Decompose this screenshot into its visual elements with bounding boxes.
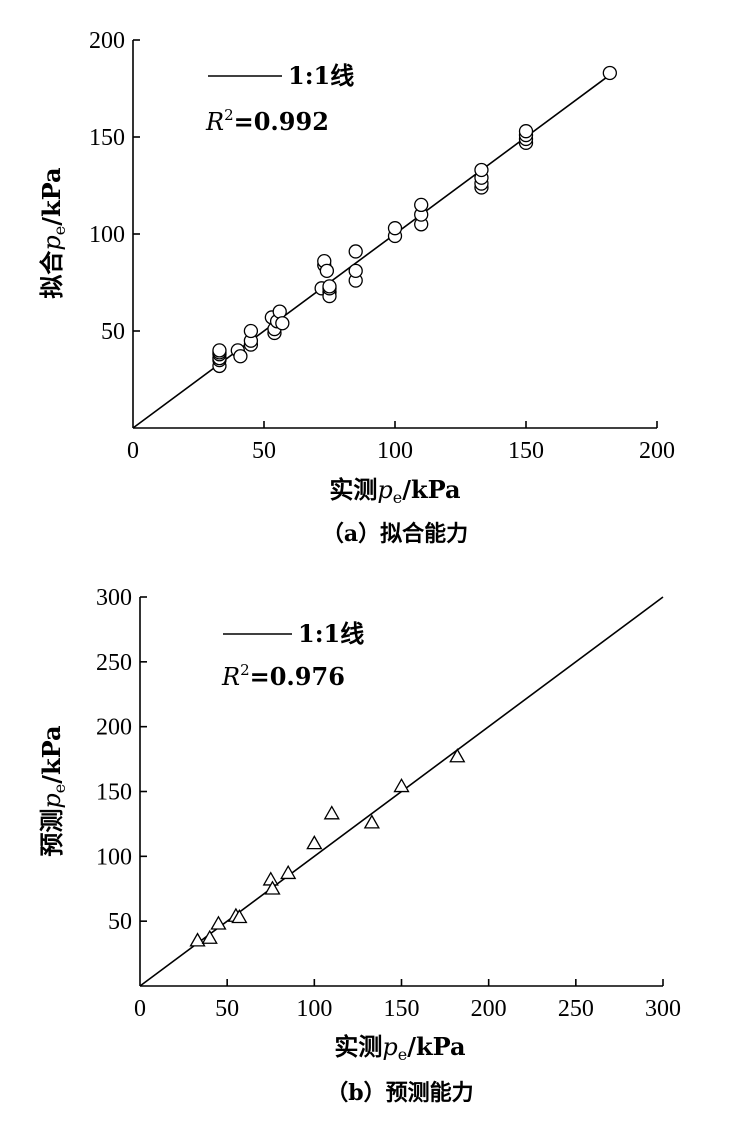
- panel-b-data-point: [231, 908, 248, 924]
- panel-b-data-point: [363, 814, 380, 829]
- panel-b-x-tick-label: 150: [384, 996, 420, 1022]
- panel-a-data-point: [414, 197, 429, 213]
- panel-b-y-label-symbol: p: [38, 793, 66, 808]
- panel-b-y-tick-label: 200: [96, 715, 132, 741]
- panel-a-legend: 1:1线 R2=0.992: [205, 61, 354, 136]
- panel-b-y-label: 预测pe/kPa: [37, 725, 69, 856]
- panel-a-data-point: [518, 124, 534, 139]
- panel-a-data-point: [602, 65, 617, 81]
- panel-a-x-label-symbol: p: [377, 476, 392, 504]
- panel-b-x-tick-label: 200: [471, 996, 507, 1022]
- panel-a-data-point: [319, 263, 335, 279]
- panel-b: 0 50 100 150 200 250 300 50 100 150 200 250 300 1:1线…: [37, 585, 681, 1106]
- panel-a-data-point: [348, 263, 363, 279]
- panel-b-data-point: [189, 932, 206, 947]
- panel-b-data-point: [449, 748, 466, 763]
- panel-b-y-tick-label: 150: [96, 780, 132, 806]
- panel-b-y-label-suffix: /kPa: [37, 725, 66, 783]
- panel-a-data-point: [348, 244, 363, 259]
- panel-a-y-tick-label: 50: [101, 319, 125, 345]
- panel-b-r2-symbol: R: [221, 663, 240, 691]
- panel-a-data-point: [474, 162, 489, 178]
- panel-b-y-label-prefix: 预测: [37, 809, 66, 857]
- panel-b-x-tick-label: 250: [558, 996, 594, 1022]
- panel-a-data-point: [233, 349, 248, 364]
- panel-b-data-point: [264, 880, 281, 895]
- panel-a-r2-label: R2=0.992: [205, 106, 329, 136]
- panel-a-data-point: [322, 279, 337, 294]
- panel-b-points: [189, 748, 466, 947]
- panel-a: 0 50 100 150 200 50 100 150 200 1:1线 R2=0.992 实测…: [37, 28, 675, 547]
- panel-b-x-label-symbol: p: [382, 1033, 397, 1061]
- panel-a-y-label-suffix: /kPa: [37, 167, 66, 225]
- panel-b-legend-label: 1:1线: [298, 619, 364, 648]
- panel-b-r2-value: =0.976: [250, 662, 345, 691]
- panel-a-x-label: 实测pe/kPa: [329, 475, 460, 507]
- panel-b-caption: （b）预测能力: [326, 1080, 473, 1106]
- panel-a-y-tick-label: 200: [89, 28, 125, 54]
- panel-a-x-tick-label: 50: [252, 438, 276, 464]
- panel-b-data-point: [323, 805, 340, 820]
- panel-a-x-tick-label: 150: [508, 438, 544, 464]
- panel-b-x-tick-label: 0: [134, 996, 146, 1022]
- panel-a-y-tick-label: 150: [89, 125, 125, 151]
- panel-a-x-tick-label: 0: [127, 438, 139, 464]
- panel-a-x-label-prefix: 实测: [329, 475, 377, 504]
- panel-b-r2-superscript: 2: [240, 661, 250, 679]
- panel-b-data-point: [210, 915, 227, 930]
- panel-a-x-label-subscript: e: [393, 488, 402, 507]
- panel-a-x-label-suffix: /kPa: [402, 475, 460, 504]
- panel-a-r2-value: =0.992: [234, 107, 329, 136]
- panel-a-points: [212, 65, 617, 374]
- panel-a-caption: （a）拟合能力: [322, 521, 468, 547]
- panel-a-r2-symbol: R: [205, 108, 224, 136]
- panel-b-x-label-prefix: 实测: [334, 1032, 382, 1061]
- panel-a-data-point: [387, 221, 403, 236]
- panel-b-ticks: 0 50 100 150 200 250 300 50 100 150 200 250 300: [96, 585, 681, 1022]
- panel-b-y-tick-label: 250: [96, 650, 132, 676]
- panel-a-y-label: 拟合pe/kPa: [37, 167, 69, 298]
- panel-a-data-point: [243, 323, 259, 339]
- panel-a-y-label-symbol: p: [38, 235, 66, 250]
- panel-b-r2-label: R2=0.976: [221, 661, 345, 691]
- panel-a-x-tick-label: 200: [639, 438, 675, 464]
- panel-b-x-tick-label: 100: [296, 996, 332, 1022]
- panel-b-y-tick-label: 50: [108, 909, 132, 935]
- panel-a-data-point: [275, 316, 290, 331]
- panel-a-ticks: 0 50 100 150 200 50 100 150 200: [89, 28, 675, 464]
- panel-b-x-tick-label: 50: [215, 996, 239, 1022]
- panel-a-y-label-subscript: e: [50, 226, 69, 235]
- panel-a-r2-superscript: 2: [224, 106, 234, 124]
- panel-a-legend-label: 1:1线: [288, 61, 354, 90]
- panel-b-y-tick-label: 300: [96, 585, 132, 611]
- panel-b-data-point: [306, 835, 323, 850]
- panel-b-x-label-suffix: /kPa: [407, 1032, 465, 1061]
- panel-b-x-label: 实测pe/kPa: [334, 1032, 465, 1064]
- panel-a-y-tick-label: 100: [89, 222, 125, 248]
- panel-b-legend: 1:1线 R2=0.976: [221, 619, 364, 691]
- panel-b-data-point: [201, 929, 218, 944]
- panel-b-x-label-subscript: e: [398, 1045, 407, 1064]
- panel-b-data-point: [262, 871, 279, 886]
- panel-a-data-point: [272, 304, 287, 319]
- panel-a-data-point: [212, 343, 227, 358]
- panel-b-data-point: [280, 864, 297, 880]
- panel-a-x-tick-label: 100: [377, 438, 413, 464]
- panel-b-y-tick-label: 100: [96, 844, 132, 870]
- panel-a-reference-line: [132, 74, 611, 429]
- panel-b-x-tick-label: 300: [645, 996, 681, 1022]
- panel-a-y-label-prefix: 拟合: [37, 250, 66, 299]
- panel-b-data-point: [393, 778, 410, 793]
- panel-b-y-label-subscript: e: [50, 784, 69, 793]
